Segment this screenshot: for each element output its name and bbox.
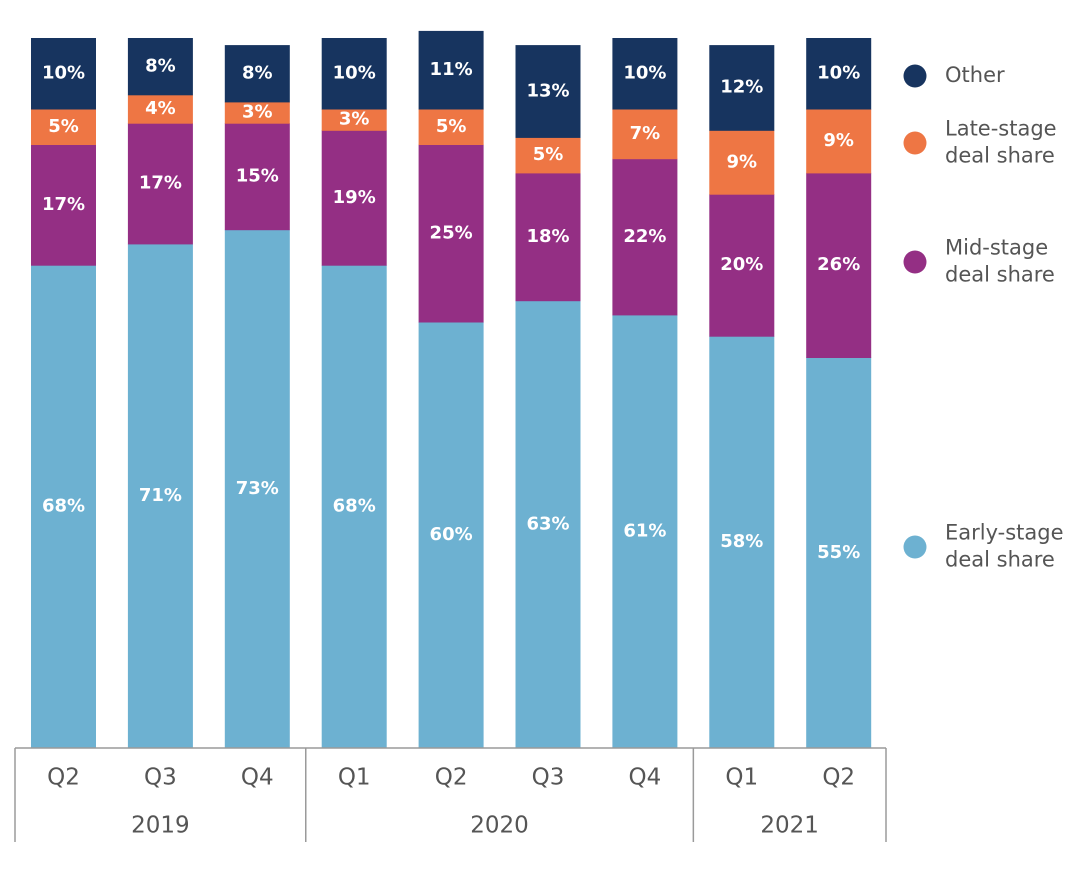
bar-segment-other-1 xyxy=(31,38,96,110)
data-label-early-stage-deal-share-2: 71% xyxy=(139,485,182,506)
bar-segment-other-5 xyxy=(418,30,484,110)
data-label-other-1: 10% xyxy=(42,63,85,84)
data-label-mid-stage-deal-share-1: 17% xyxy=(42,194,85,215)
legend-label-other: Other xyxy=(945,63,1005,87)
data-label-early-stage-deal-share-7: 61% xyxy=(623,520,666,541)
x-tick-label-7: Q4 xyxy=(629,765,662,791)
data-label-mid-stage-deal-share-3: 15% xyxy=(236,165,279,186)
data-label-early-stage-deal-share-8: 58% xyxy=(720,531,763,552)
x-tick-label-6: Q3 xyxy=(532,765,565,791)
legend-marker-late-stage-deal-share xyxy=(903,131,927,155)
bar-segment-other-6 xyxy=(515,45,581,138)
bar-segment-mid-stage-deal-share-3 xyxy=(224,123,290,231)
data-label-late-stage-deal-share-6: 5% xyxy=(533,144,564,165)
data-label-other-3: 8% xyxy=(242,63,273,84)
bar-segment-mid-stage-deal-share-2 xyxy=(127,123,193,245)
bars-layer: 68% 17% 5% 10% 71% 17% 4% 8% 73% 15% 3% 8% 68% 19% 3% 1… xyxy=(31,30,872,749)
legend-label-late-stage-deal-share: Late-stage deal share xyxy=(945,117,1057,168)
data-label-late-stage-deal-share-9: 9% xyxy=(823,130,854,151)
x-axis: Q2 Q3 Q4 Q1 Q2 Q3 Q4 Q1 Q2 2019 2020 2021 xyxy=(14,747,887,842)
bar-segment-mid-stage-deal-share-4 xyxy=(321,130,387,266)
data-label-mid-stage-deal-share-2: 17% xyxy=(139,173,182,194)
bar-segment-early-stage-deal-share-3 xyxy=(224,229,290,749)
bar-segment-early-stage-deal-share-8 xyxy=(709,336,775,749)
data-label-mid-stage-deal-share-6: 18% xyxy=(526,226,569,247)
bar-segment-mid-stage-deal-share-9 xyxy=(806,172,872,358)
bar-segment-early-stage-deal-share-4 xyxy=(321,265,387,749)
bar-segment-early-stage-deal-share-5 xyxy=(418,322,484,749)
data-label-mid-stage-deal-share-8: 20% xyxy=(720,254,763,275)
bar-segment-late-stage-deal-share-8 xyxy=(709,130,775,195)
data-label-late-stage-deal-share-3: 3% xyxy=(242,102,273,123)
data-label-late-stage-deal-share-4: 3% xyxy=(339,109,370,130)
data-label-early-stage-deal-share-6: 63% xyxy=(526,513,569,534)
legend-marker-mid-stage-deal-share xyxy=(903,250,927,274)
legend-marker-early-stage-deal-share xyxy=(903,535,927,559)
data-label-mid-stage-deal-share-4: 19% xyxy=(333,187,376,208)
data-label-mid-stage-deal-share-5: 25% xyxy=(430,222,473,243)
data-label-other-6: 13% xyxy=(526,80,569,101)
bar-segment-mid-stage-deal-share-5 xyxy=(418,144,484,323)
bar-segment-other-4 xyxy=(321,38,387,110)
bar-segment-late-stage-deal-share-5 xyxy=(418,109,484,145)
data-label-late-stage-deal-share-5: 5% xyxy=(436,116,467,137)
bar-segment-late-stage-deal-share-4 xyxy=(321,109,387,131)
bar-segment-mid-stage-deal-share-8 xyxy=(709,194,775,337)
data-label-early-stage-deal-share-9: 55% xyxy=(817,542,860,563)
bar-segment-late-stage-deal-share-9 xyxy=(806,109,872,174)
data-label-other-4: 10% xyxy=(333,63,376,84)
bar-segment-early-stage-deal-share-7 xyxy=(612,314,678,749)
legend-marker-other xyxy=(903,64,927,88)
data-label-late-stage-deal-share-2: 4% xyxy=(145,98,176,119)
group-label-2019: 2019 xyxy=(131,813,190,839)
legend-label-mid-stage-deal-share: Mid-stage deal share xyxy=(945,236,1055,287)
legend: Other Late-stage deal share Mid-stage deal s… xyxy=(903,63,1064,572)
x-tick-label-2: Q3 xyxy=(144,765,177,791)
x-tick-label-9: Q2 xyxy=(822,765,855,791)
data-label-mid-stage-deal-share-9: 26% xyxy=(817,254,860,275)
bar-segment-other-9 xyxy=(806,38,872,110)
data-label-early-stage-deal-share-3: 73% xyxy=(236,478,279,499)
data-label-other-8: 12% xyxy=(720,77,763,98)
bar-segment-late-stage-deal-share-2 xyxy=(127,94,193,124)
bar-segment-late-stage-deal-share-1 xyxy=(31,109,96,145)
data-label-other-5: 11% xyxy=(430,59,473,80)
data-label-mid-stage-deal-share-7: 22% xyxy=(623,226,666,247)
x-tick-label-5: Q2 xyxy=(435,765,468,791)
bar-segment-late-stage-deal-share-3 xyxy=(224,101,290,124)
x-tick-label-4: Q1 xyxy=(338,765,371,791)
bar-segment-early-stage-deal-share-2 xyxy=(127,243,193,749)
bar-segment-other-2 xyxy=(127,38,193,96)
group-label-2020: 2020 xyxy=(470,813,529,839)
x-tick-label-3: Q4 xyxy=(241,765,274,791)
data-label-early-stage-deal-share-1: 68% xyxy=(42,496,85,517)
bar-segment-mid-stage-deal-share-7 xyxy=(612,158,678,316)
bar-segment-early-stage-deal-share-6 xyxy=(515,300,581,749)
bar-segment-other-7 xyxy=(612,38,678,110)
bar-segment-mid-stage-deal-share-1 xyxy=(31,144,96,266)
x-tick-label-8: Q1 xyxy=(725,765,758,791)
data-label-early-stage-deal-share-5: 60% xyxy=(430,524,473,545)
bar-segment-other-3 xyxy=(224,45,290,103)
data-label-late-stage-deal-share-7: 7% xyxy=(630,123,661,144)
data-label-late-stage-deal-share-8: 9% xyxy=(727,151,758,172)
bar-segment-late-stage-deal-share-7 xyxy=(612,109,678,160)
bar-segment-early-stage-deal-share-1 xyxy=(31,265,96,749)
legend-label-early-stage-deal-share: Early-stage deal share xyxy=(945,521,1064,572)
group-label-2021: 2021 xyxy=(760,813,819,839)
data-label-early-stage-deal-share-4: 68% xyxy=(333,496,376,517)
data-label-late-stage-deal-share-1: 5% xyxy=(48,116,79,137)
data-label-other-9: 10% xyxy=(817,63,860,84)
x-tick-label-1: Q2 xyxy=(47,765,80,791)
data-label-other-2: 8% xyxy=(145,55,176,76)
bar-segment-mid-stage-deal-share-6 xyxy=(515,172,581,302)
data-label-other-7: 10% xyxy=(623,63,666,84)
bar-segment-early-stage-deal-share-9 xyxy=(806,357,872,749)
bar-segment-other-8 xyxy=(709,45,775,131)
bar-segment-late-stage-deal-share-6 xyxy=(515,137,581,174)
